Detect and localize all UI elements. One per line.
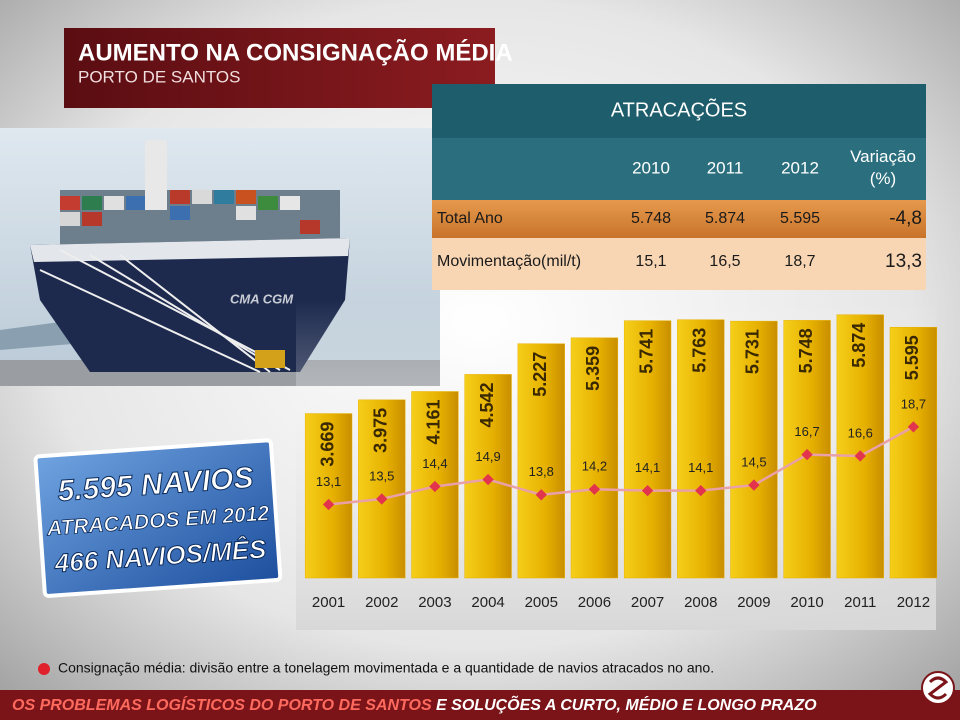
table-cell: -4,8 [889,208,922,229]
bar [570,337,619,579]
line-marker [535,489,547,501]
table-cell: 15,1 [635,253,666,270]
title: AUMENTO NA CONSIGNAÇÃO MÉDIA [78,38,513,66]
table-row [432,200,926,238]
table-cell: 13,3 [885,251,922,272]
x-tick-label: 2012 [897,594,930,611]
line-marker [801,448,813,461]
x-tick-label: 2006 [578,594,611,611]
svg-text:CMA CGM: CMA CGM [230,291,294,306]
bar [358,399,406,579]
x-tick-label: 2007 [631,594,664,611]
title-box [64,28,495,108]
bar [304,413,353,579]
x-tick-label: 2002 [365,594,398,611]
line-value-label: 14,4 [422,456,447,471]
line-value-label: 13,8 [529,464,554,479]
bar-value-label: 5.731 [743,329,763,374]
x-tick-label: 2008 [684,594,717,611]
line-value-label: 14,9 [475,449,500,464]
change-header-box: Variação (%) [850,147,916,188]
x-tick-label: 2005 [525,594,558,611]
line-marker [907,421,920,433]
line-value-label: 14,2 [582,459,607,474]
ship-photo: CMA CGM [0,128,440,386]
footer-part: OS PROBLEMAS LOGÍSTICOS DO PORTO DE SANT… [12,695,432,714]
note-bullet [38,663,50,675]
logo [921,671,955,705]
line-marker [376,493,388,505]
line-value-label: 16,7 [794,424,819,439]
table-row [432,238,926,290]
line-marker [322,498,335,511]
bar [730,320,778,579]
table-body: Total Ano 5.748 5.874 5.595 -4,8 Movimentação… [437,208,922,272]
bar-value-label: 4.542 [477,382,497,427]
bar-value-label: 5.874 [849,323,869,368]
bar-value-label: 5.595 [902,335,922,380]
note: Consignação média: divisão entre a tonel… [58,660,714,676]
bar-value-label: 5.359 [583,346,603,391]
table-title: ATRACAÇÕES [611,97,747,121]
x-tick-label: 2011 [844,594,876,611]
footer: OS PROBLEMAS LOGÍSTICOS DO PORTO DE SANT… [12,694,817,714]
line-value-label: 18,7 [901,396,926,411]
x-tick-label: 2001 [312,594,345,611]
chart: 2001 2002 2003 2004 2005 2006 2007 2008 2009 2010… [304,314,938,611]
footer-part: E SOLUÇÕES A CURTO, MÉDIO E LONGO PRAZO [432,694,817,714]
line-marker [748,479,760,491]
year-header: 2011 [707,158,744,177]
line-value-label: 14,1 [688,460,713,475]
bar [517,343,565,579]
bar-value-label: 5.763 [690,328,710,373]
line-marker [482,473,494,486]
row-label: Movimentação(mil/t) [437,253,581,270]
x-tick-label: 2010 [790,594,823,611]
table-cell: 16,5 [709,253,740,270]
table: ATRACAÇÕES 2010 2011 2012 Variação (%) T… [432,84,926,290]
badge: 5.595 NAVIOS ATRACADOS EM 2012 466 NAVIO… [33,438,283,598]
footer-bar [0,690,960,720]
line-value-label: 14,1 [635,460,660,475]
table-title-cell [432,84,926,138]
bar-value-label: 5.741 [636,329,656,374]
bar [623,320,672,579]
bar [889,326,938,579]
year-header: 2012 [781,158,819,177]
x-tick-label: 2003 [418,594,451,611]
row-label: Total Ano [437,210,503,227]
bar-value-label: 5.227 [530,352,550,397]
table-cell: 5.595 [780,210,820,227]
bar-value-label: 3.975 [371,408,391,453]
line-marker [641,484,654,497]
line-value-label: 13,1 [316,474,341,489]
line-marker [588,483,601,495]
x-tick-label: 2009 [737,594,770,611]
line-value-label: 14,5 [741,455,766,470]
bar [677,319,725,579]
line-value-label: 16,6 [848,425,873,440]
line-marker [695,484,707,497]
change-header: Variação (%) [850,147,916,188]
subtitle: PORTO DE SANTOS [78,67,241,86]
table-cell: 5.874 [705,210,745,227]
x-tick-label: 2004 [471,594,504,611]
line-marker [429,480,441,493]
table-cell: 5.748 [631,210,671,227]
year-header: 2010 [632,158,670,177]
bar-value-label: 5.748 [796,328,816,373]
line-marker [854,450,866,462]
line-value-label: 13,5 [369,468,394,483]
bar-value-label: 4.161 [424,399,444,444]
table-header-row [432,138,926,200]
line [328,425,915,506]
bar-value-label: 3.669 [317,422,337,467]
table-cell: 18,7 [784,253,815,270]
